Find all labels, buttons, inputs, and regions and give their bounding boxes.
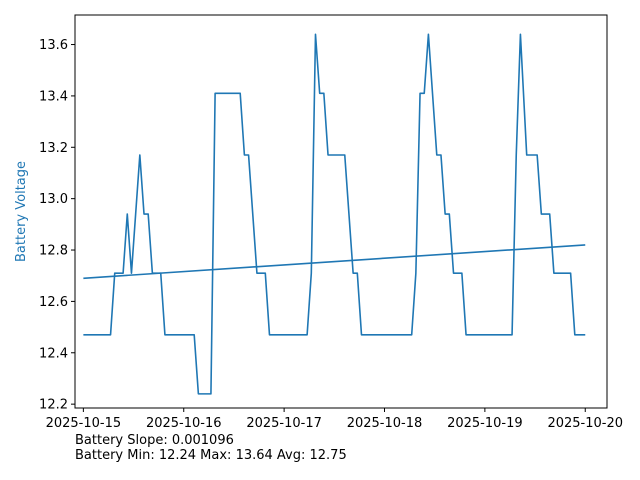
battery-trend-line [83,244,586,280]
y-tick-label: 12.6 [39,295,68,310]
x-tick-label: 2025-10-17 [246,416,322,431]
y-tick-label: 12.4 [39,346,68,361]
stats-text: Battery Slope: 0.001096 Battery Min: 12.2… [75,433,347,463]
y-axis-label: Battery Voltage [14,161,29,262]
y-tick-label: 13.2 [39,141,68,156]
x-tick-label: 2025-10-20 [547,416,623,431]
x-tick-label: 2025-10-18 [347,416,423,431]
x-axis: 2025-10-15 2025-10-16 2025-10-17 2025-10-18… [46,408,623,431]
y-tick-label: 13.6 [39,38,68,53]
x-tick-label: 2025-10-16 [146,416,222,431]
plot-lines [83,33,586,395]
plot-frame [74,14,608,409]
y-tick-label: 12.2 [39,398,68,413]
y-tick-label: 13.0 [39,192,68,207]
x-tick-label: 2025-10-15 [46,416,122,431]
y-axis: 12.2 12.4 12.6 12.8 13.0 13.2 13.4 13.6 [39,38,75,413]
y-tick-label: 13.4 [39,89,68,104]
battery-voltage-line [83,33,586,395]
y-tick-label: 12.8 [39,244,68,259]
x-tick-label: 2025-10-19 [447,416,523,431]
battery-slope-text: Battery Slope: 0.001096 [75,433,234,448]
battery-minmax-text: Battery Min: 12.24 Max: 13.64 Avg: 12.75 [75,448,347,463]
